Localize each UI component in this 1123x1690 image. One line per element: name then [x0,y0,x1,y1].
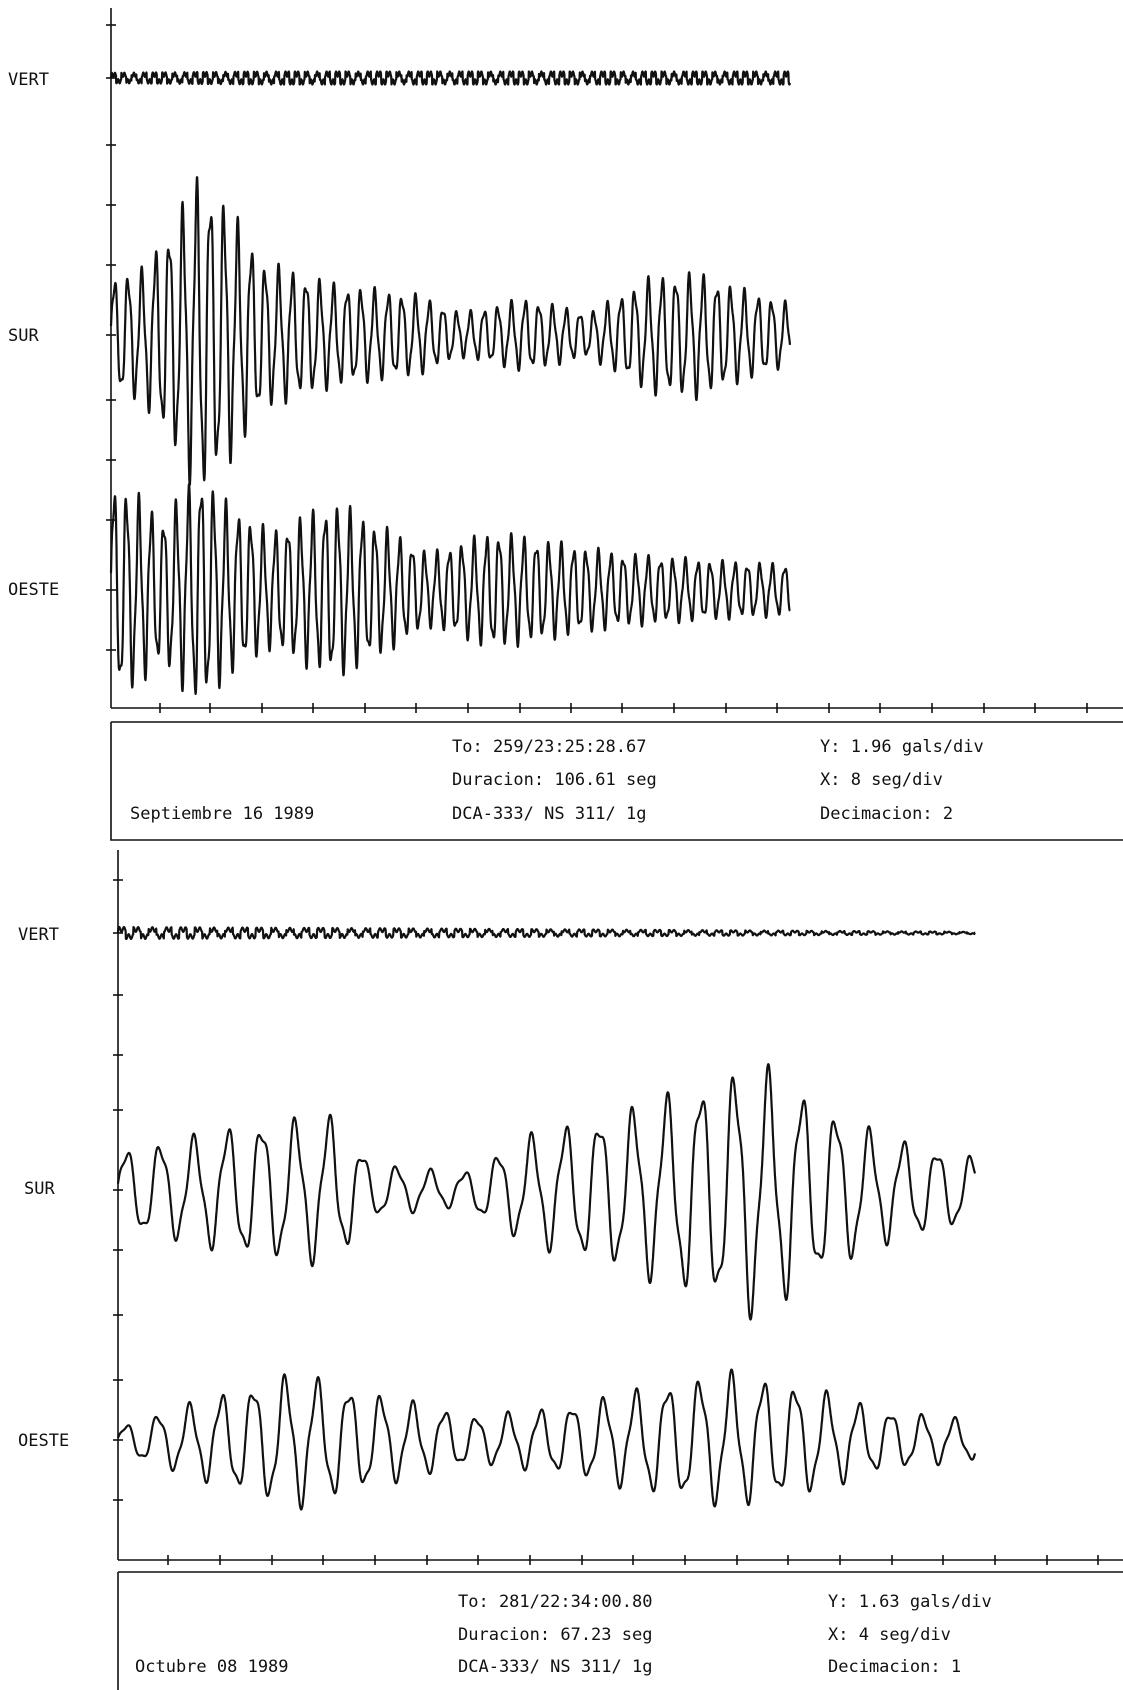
panel-1-info-box: Septiembre 16 1989 To: 259/23:25:28.67 D… [110,721,1123,841]
panel-2-channel-label-sur: SUR [24,1179,55,1199]
panel-1-info-box-border [110,721,1123,841]
panel-1-axes [106,8,1123,713]
panel-2-info-box: Octubre 08 1989 To: 281/22:34:00.80 Dura… [117,1571,1123,1690]
panel-2-start-time: To: 281/22:34:00.80 [458,1592,652,1612]
panel-1-duration: Duracion: 106.61 seg [452,770,657,790]
panel-1-channel-label-vert: VERT [8,70,49,90]
panel-2-channel-label-oeste: OESTE [18,1431,69,1451]
panel-1-traces [109,70,792,695]
panel-1-x-scale: X: 8 seg/div [820,770,943,790]
panel-1-trace-oeste [109,482,791,695]
panel-1-trace-sur [109,176,792,486]
panel-1-decimation: Decimacion: 2 [820,804,953,824]
panel-2: VERT SUR OESTE Octubre 08 1989 To: 281/2… [18,850,1123,1690]
panel-2-traces [116,925,977,1511]
panel-2-decimation: Decimacion: 1 [828,1657,961,1677]
panel-2-trace-oeste [116,1368,977,1511]
panel-1-channel-label-sur: SUR [8,326,39,346]
panel-2-trace-sur [116,1063,977,1321]
panel-2-info-box-border [117,1571,1123,1690]
panel-2-axes [113,850,1123,1565]
panel-1-date: Septiembre 16 1989 [130,804,314,824]
panel-1-channel-label-oeste: OESTE [8,580,59,600]
panel-1-y-scale: Y: 1.96 gals/div [820,737,984,757]
panel-1-start-time: To: 259/23:25:28.67 [452,737,646,757]
panel-2-x-scale: X: 4 seg/div [828,1625,951,1645]
panel-2-date: Octubre 08 1989 [135,1657,289,1677]
panel-1-instrument: DCA-333/ NS 311/ 1g [452,804,646,824]
panel-2-instrument: DCA-333/ NS 311/ 1g [458,1657,652,1677]
panel-1-trace-vert [109,70,792,86]
panel-2-y-scale: Y: 1.63 gals/div [828,1592,992,1612]
panel-2-duration: Duracion: 67.23 seg [458,1625,652,1645]
panel-2-channel-label-vert: VERT [18,925,59,945]
panel-2-trace-vert [116,925,976,941]
panel-1: VERT SUR OESTE Septiembre 16 1989 To: 25… [8,8,1123,841]
